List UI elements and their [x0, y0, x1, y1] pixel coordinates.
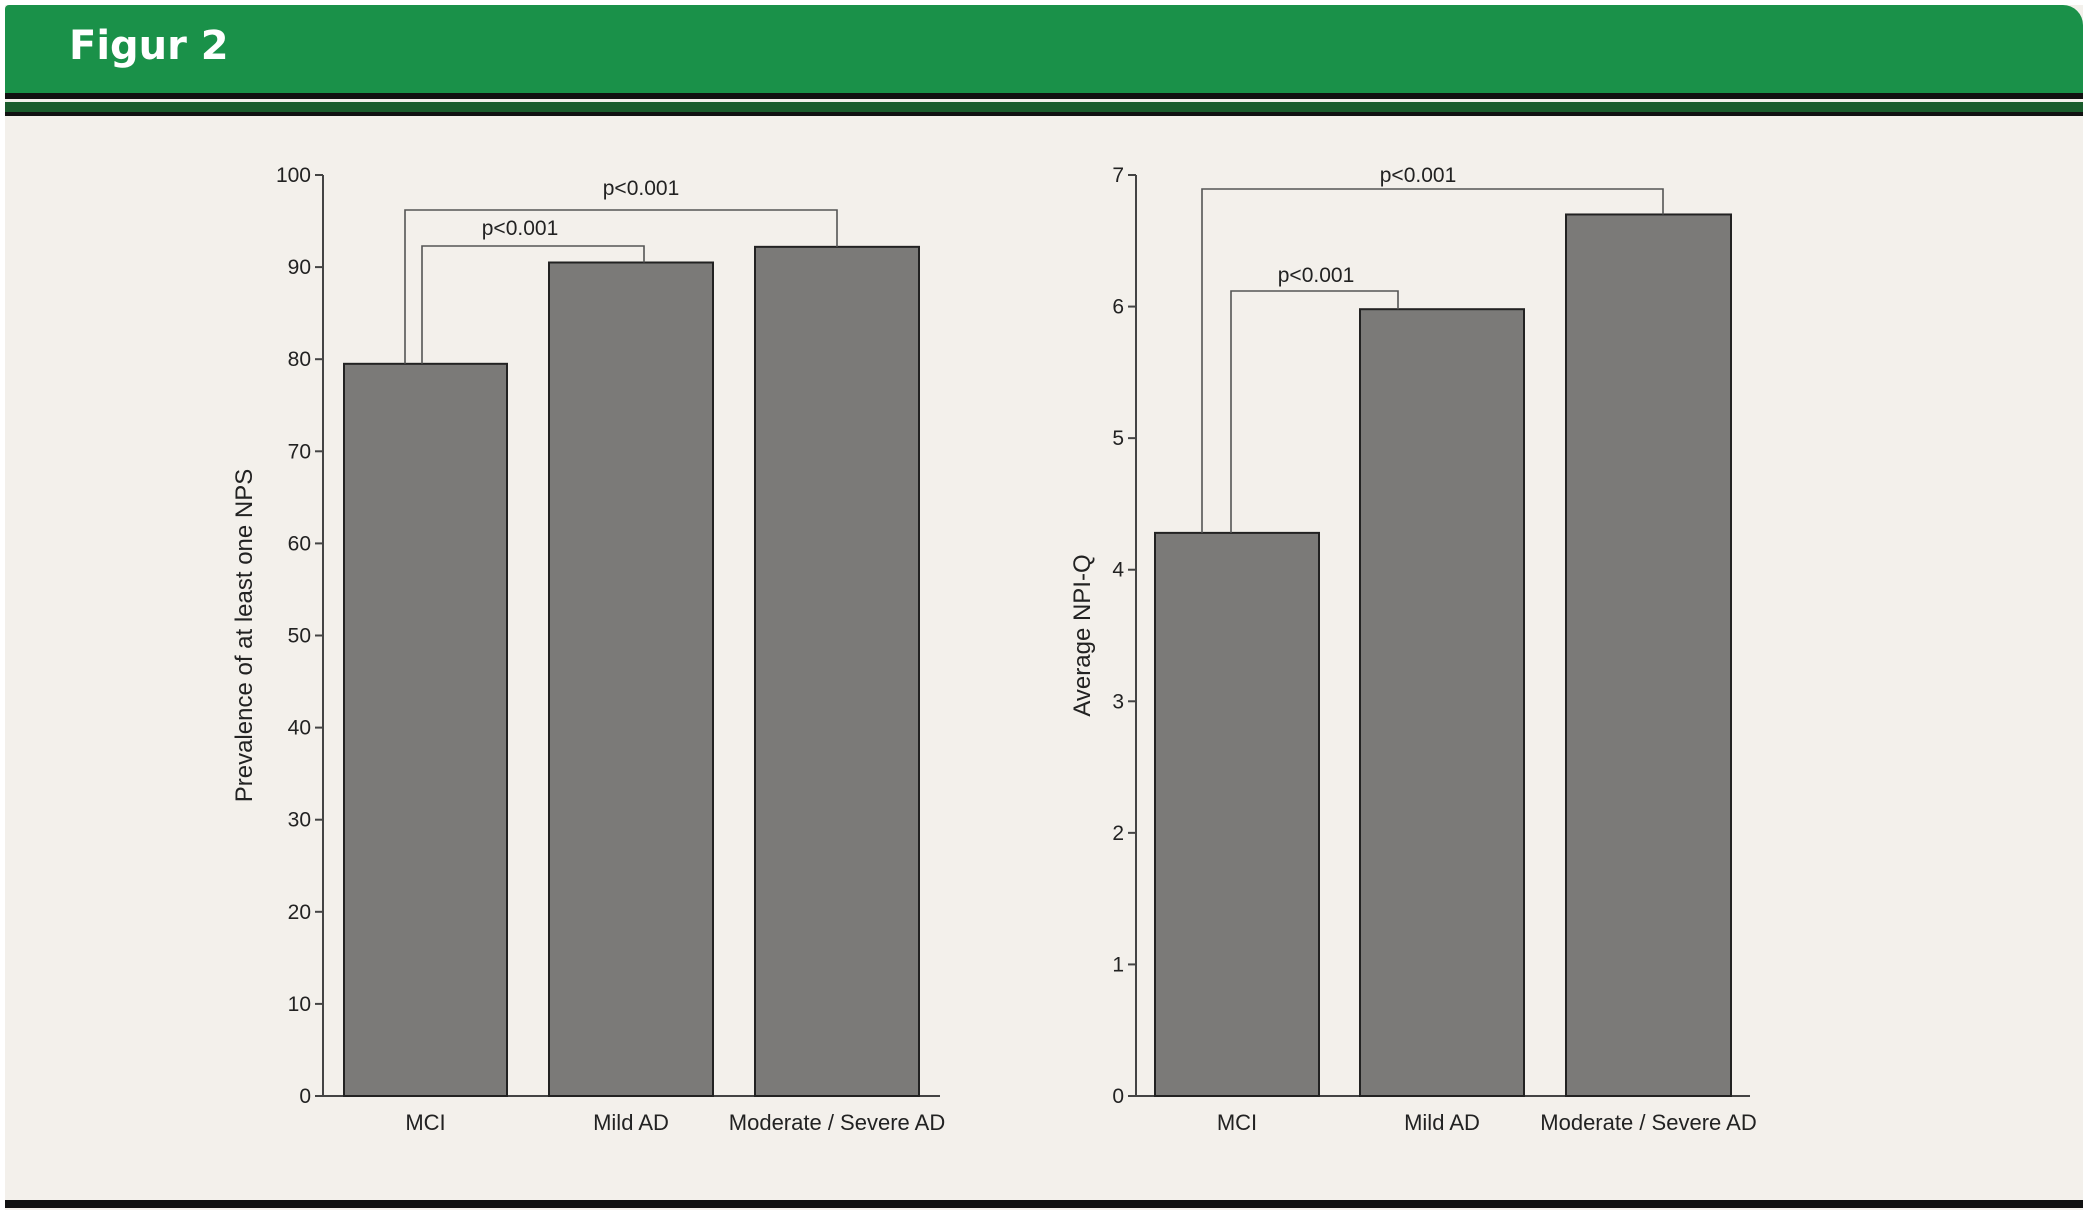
chart1-y-tick-label: 50 [288, 625, 311, 648]
chart2-y-tick-label: 5 [1112, 427, 1124, 450]
chart2-significance-bracket [1230, 290, 1399, 533]
chart2-significance-label: p<0.001 [1278, 264, 1355, 287]
chart1-y-tick-label: 60 [288, 532, 311, 555]
chart1-significance-bracket [421, 245, 645, 364]
chart2-bar [1565, 213, 1732, 1097]
chart1-y-tick-label: 20 [288, 901, 311, 924]
chart2-y-tick-label: 7 [1112, 164, 1124, 187]
chart1-bar [343, 362, 508, 1097]
chart2-significance-label: p<0.001 [1380, 164, 1457, 187]
chart2-y-tick-label: 0 [1112, 1085, 1124, 1108]
chart1-bar [548, 261, 714, 1097]
figure-header: Figur 2 [5, 5, 2083, 93]
chart1-y-tick-label: 90 [288, 256, 311, 279]
chart2-bar [1359, 308, 1525, 1097]
chart2-x-tick-label: Mild AD [1404, 1110, 1480, 1135]
chart1-y-tick-label: 10 [288, 993, 311, 1016]
chart2-y-tick-label: 4 [1112, 559, 1124, 582]
chart2-significance-bracket [1201, 188, 1664, 533]
chart1-significance-bracket [404, 209, 838, 364]
chart2-y-axis-label: Average NPI-Q [1069, 554, 1096, 716]
chart1-y-tick-label: 70 [288, 440, 311, 463]
header-rule [5, 93, 2083, 99]
footer-rule [5, 1200, 2083, 1208]
chart2-y-tick-label: 3 [1112, 690, 1124, 713]
figure-title: Figur 2 [69, 23, 229, 69]
chart2-x-tick-label: Moderate / Severe AD [1540, 1110, 1756, 1135]
chart1-x-tick-label: MCI [405, 1110, 445, 1135]
chart1-y-tick-label: 100 [276, 164, 311, 187]
chart1-y-tick-label: 80 [288, 348, 311, 371]
header-band [5, 102, 2083, 112]
chart1-bar [754, 245, 920, 1097]
chart2-y-tick-label: 1 [1112, 953, 1124, 976]
chart1-y-tick-label: 40 [288, 717, 311, 740]
chart1-x-tick-label: Mild AD [593, 1110, 669, 1135]
chart1-y-axis-label: Prevalence of at least one NPS [231, 469, 258, 803]
chart1-x-tick-label: Moderate / Severe AD [729, 1110, 945, 1135]
chart2-y-tick-label: 2 [1112, 822, 1124, 845]
chart2-x-tick-label: MCI [1217, 1110, 1257, 1135]
chart1-significance-label: p<0.001 [603, 177, 680, 200]
chart1-y-tick-label: 0 [299, 1085, 311, 1108]
chart1-significance-label: p<0.001 [482, 217, 559, 240]
header-rule-bottom [5, 112, 2083, 116]
chart1-y-tick-label: 30 [288, 809, 311, 832]
chart2-bar [1154, 531, 1320, 1097]
chart2-y-tick-label: 6 [1112, 296, 1124, 319]
